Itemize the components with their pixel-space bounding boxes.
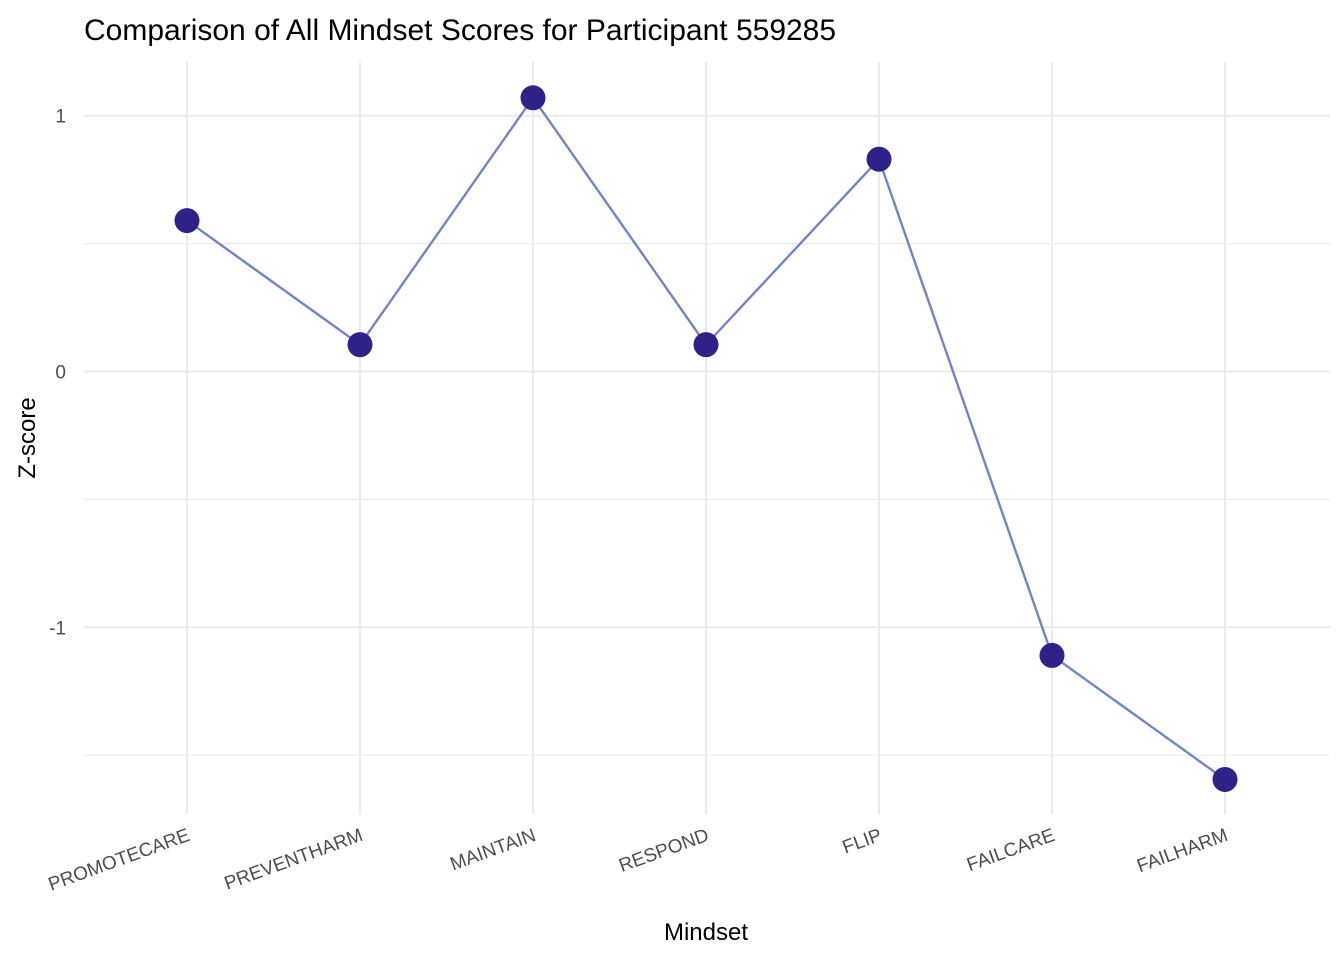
data-point: [866, 146, 892, 172]
x-tick-label: PREVENTHARM: [222, 825, 366, 895]
data-points-layer: [174, 85, 1238, 792]
grid-lines: [84, 62, 1330, 814]
x-tick-label: MAINTAIN: [448, 825, 539, 875]
data-point: [1039, 642, 1065, 668]
data-point: [347, 332, 373, 358]
x-tick-labels: PROMOTECARE PREVENTHARM MAINTAIN RESPOND FLI…: [46, 825, 1231, 896]
data-point: [520, 85, 546, 111]
y-tick-label: -1: [49, 618, 66, 639]
y-tick-label: 0: [55, 362, 66, 383]
x-tick-label: FAILHARM: [1134, 825, 1230, 877]
y-tick-label: 1: [55, 107, 66, 128]
y-tick-labels: -1 0 1: [49, 107, 66, 640]
x-tick-label: FLIP: [840, 825, 885, 858]
x-tick-label: RESPOND: [616, 825, 711, 877]
chart-title: Comparison of All Mindset Scores for Par…: [84, 14, 836, 47]
x-tick-label: FAILCARE: [964, 825, 1058, 876]
x-axis-title: Mindset: [664, 919, 748, 946]
y-axis-title: Z-score: [14, 397, 41, 478]
data-point: [693, 332, 719, 358]
data-point: [174, 208, 200, 234]
x-tick-label: PROMOTECARE: [46, 825, 193, 896]
data-point: [1212, 766, 1238, 792]
